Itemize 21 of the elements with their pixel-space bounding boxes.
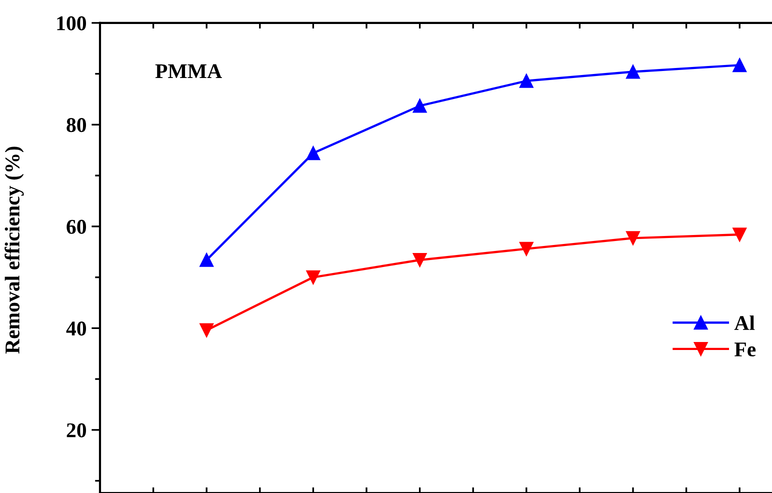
y-tick-label: 20 [66,423,86,438]
legend-label: Al [734,315,755,330]
y-tick-label: 100 [57,16,86,30]
point [306,270,320,284]
point [732,58,747,72]
y-tick-label: 40 [66,322,86,336]
point [306,146,320,160]
point [200,253,214,267]
point [412,98,427,113]
point [412,253,427,267]
point [626,231,640,246]
y-tick-label: 60 [66,220,86,234]
y-tick-label: 80 [66,118,86,132]
point [519,74,534,88]
y-axis-title: Removal efficiency (%) [4,146,24,354]
point [200,323,214,338]
annotation: PMMA [155,64,222,78]
point [519,242,534,256]
point [626,64,640,79]
point [732,228,747,242]
legend-label: Fe [734,342,756,356]
